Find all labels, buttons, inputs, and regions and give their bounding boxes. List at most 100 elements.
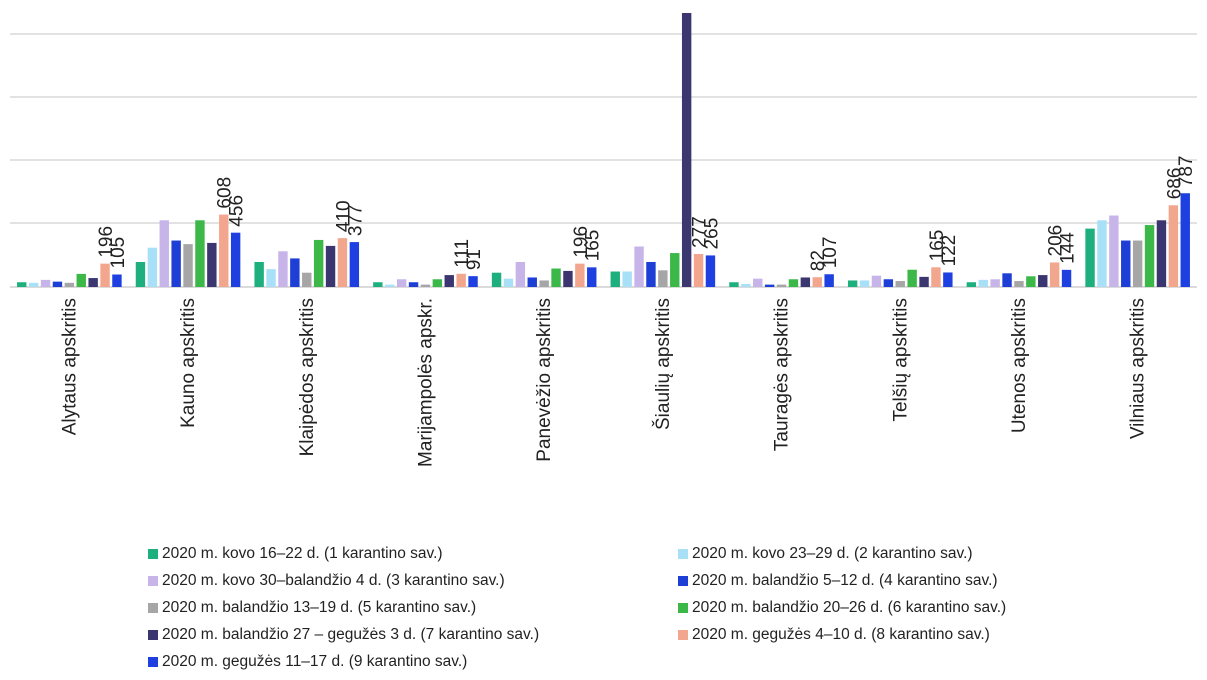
bar xyxy=(40,279,51,287)
bar xyxy=(764,284,775,287)
bar xyxy=(622,271,632,287)
category-label: Utenos apskritis xyxy=(1009,298,1030,433)
bar xyxy=(575,263,585,287)
bar xyxy=(290,258,300,287)
bar xyxy=(741,284,751,287)
data-label: 196 xyxy=(96,226,117,258)
legend-swatch xyxy=(678,630,688,640)
bar xyxy=(302,272,312,287)
bar xyxy=(135,261,146,287)
legend-item: 2020 m. gegužės 4–10 d. (8 karantino sav… xyxy=(678,625,1148,645)
bar xyxy=(895,281,905,287)
bar xyxy=(76,273,86,287)
category-axis: Alytaus apskritis Kauno apskritis Klaipėdo… xyxy=(59,298,1148,467)
bar xyxy=(812,277,822,287)
legend-item: 2020 m. balandžio 5–12 d. (4 karantino s… xyxy=(678,571,1148,591)
data-label: 265 xyxy=(701,218,722,250)
data-label: 456 xyxy=(227,195,248,227)
bar xyxy=(420,284,431,287)
legend-swatch xyxy=(678,576,688,586)
legend-item: 2020 m. balandžio 20–26 d. (6 karantino … xyxy=(678,598,1148,618)
legend-swatch xyxy=(678,603,688,613)
bars xyxy=(17,13,1190,287)
bar xyxy=(681,13,692,287)
bar xyxy=(824,274,834,287)
bar xyxy=(1144,225,1155,287)
bar xyxy=(373,282,383,287)
data-label: 165 xyxy=(583,230,604,262)
bar xyxy=(1038,275,1048,287)
legend-label: 2020 m. kovo 16–22 d. (1 karantino sav.) xyxy=(162,545,443,562)
bar xyxy=(171,240,181,287)
bar xyxy=(729,282,739,287)
data-label: 122 xyxy=(939,235,960,267)
bar xyxy=(219,214,229,287)
bar xyxy=(563,270,573,287)
legend-label: 2020 m. balandžio 20–26 d. (6 karantino … xyxy=(692,599,1007,616)
bar xyxy=(587,267,597,287)
bar xyxy=(847,280,858,287)
bar xyxy=(28,282,39,287)
legend-swatch xyxy=(148,630,158,640)
bar xyxy=(966,282,977,287)
bar xyxy=(52,281,63,287)
legend-label: 2020 m. kovo 30–balandžio 4 d. (3 karant… xyxy=(162,572,505,589)
bar xyxy=(385,284,395,287)
bar xyxy=(1014,281,1024,287)
bar xyxy=(88,278,98,287)
data-label: 111 xyxy=(452,239,473,268)
bar xyxy=(1049,262,1060,287)
category-label: Alytaus apskritis xyxy=(59,298,80,435)
bar xyxy=(408,282,419,287)
bar xyxy=(183,244,193,287)
bar xyxy=(658,270,668,287)
bar xyxy=(978,279,988,287)
legend-swatch xyxy=(678,549,688,559)
category-label: Kauno apskritis xyxy=(178,298,199,428)
bar xyxy=(753,278,763,287)
legend: 2020 m. kovo 16–22 d. (1 karantino sav.)… xyxy=(148,544,1148,672)
category-label: Klaipėdos apskritis xyxy=(297,298,318,456)
bar xyxy=(527,277,537,287)
bar xyxy=(1168,205,1179,287)
legend-swatch xyxy=(148,603,158,613)
legend-label: 2020 m. balandžio 27 – gegužės 3 d. (7 k… xyxy=(162,626,540,643)
bar xyxy=(159,220,169,287)
legend-item: 2020 m. kovo 30–balandžio 4 d. (3 karant… xyxy=(148,571,678,591)
bar xyxy=(195,220,205,287)
bar xyxy=(17,282,27,287)
data-label: 82 xyxy=(808,250,829,271)
data-label: 608 xyxy=(215,177,236,209)
legend-swatch xyxy=(148,549,158,559)
data-label: 107 xyxy=(820,237,841,269)
bar xyxy=(491,272,502,287)
legend-item: 2020 m. kovo 16–22 d. (1 karantino sav.) xyxy=(148,544,678,564)
legend-label: 2020 m. kovo 23–29 d. (2 karantino sav.) xyxy=(692,545,973,562)
bar xyxy=(931,267,941,287)
bar xyxy=(254,261,264,287)
bar xyxy=(610,271,620,287)
bar xyxy=(278,251,288,287)
bar xyxy=(788,279,799,287)
bar xyxy=(1026,276,1036,287)
category-label: Telšių apskritis xyxy=(890,298,911,422)
category-label: Šiaulių apskritis xyxy=(652,298,674,430)
bar xyxy=(515,261,526,287)
legend-swatch xyxy=(148,576,158,586)
bar xyxy=(907,269,917,287)
legend-item: 2020 m. kovo 23–29 d. (2 karantino sav.) xyxy=(678,544,1148,564)
legend-item: 2020 m. balandžio 13–19 d. (5 karantino … xyxy=(148,598,678,618)
data-label: 206 xyxy=(1046,225,1067,257)
data-label: 410 xyxy=(333,200,354,232)
bar xyxy=(670,253,680,287)
data-label: 91 xyxy=(464,249,485,270)
legend-label: 2020 m. balandžio 13–19 d. (5 karantino … xyxy=(162,599,477,616)
bar xyxy=(800,277,811,287)
bar xyxy=(883,279,894,287)
bar xyxy=(1109,215,1119,287)
bar xyxy=(1121,240,1131,287)
bar xyxy=(776,284,787,287)
bar xyxy=(1061,269,1072,287)
